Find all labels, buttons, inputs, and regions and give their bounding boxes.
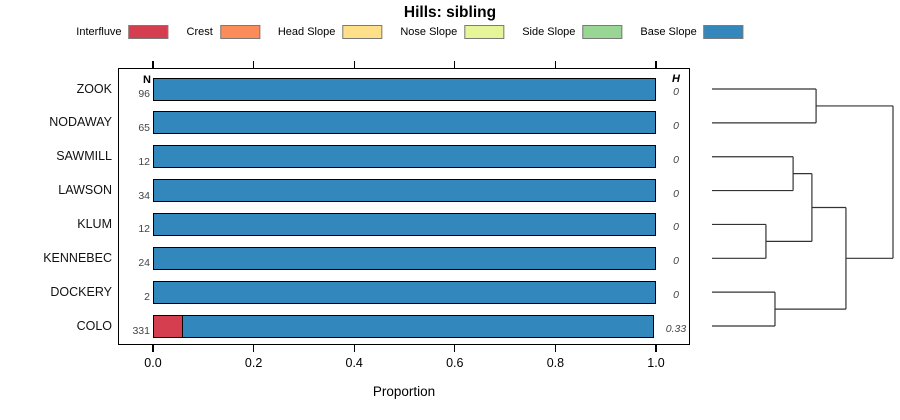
chart-title: Hills: sibling: [403, 4, 497, 21]
n-value-nodaway: 65: [138, 122, 150, 134]
legend-label-nose-slope: Nose Slope: [400, 26, 458, 38]
legend-label-interfluve: Interfluve: [76, 26, 122, 38]
h-value-zook: 0: [673, 86, 679, 98]
h-value-sawmill: 0: [673, 154, 679, 166]
legend-swatch-interfluve: [128, 25, 169, 39]
plot-panel-border: [118, 68, 690, 345]
y-axis-label-nodaway: NODAWAY: [49, 115, 112, 129]
y-axis-label-dockery: DOCKERY: [50, 285, 112, 299]
x-axis-tick-label-0.2: 0.2: [244, 356, 263, 370]
legend-swatch-head-slope: [342, 25, 383, 39]
legend-item-head-slope: Head Slope: [278, 25, 383, 39]
legend-item-side-slope: Side Slope: [522, 25, 623, 39]
bar-colo: [153, 315, 656, 338]
legend-swatch-nose-slope: [464, 25, 505, 39]
x-axis-top-tick-0.0: [152, 61, 154, 68]
bar-sawmill: [153, 145, 656, 168]
x-axis-top-tick-1.0: [655, 61, 657, 68]
legend-item-crest: Crest: [187, 25, 260, 39]
legend-item-interfluve: Interfluve: [76, 25, 169, 39]
y-axis-label-zook: ZOOK: [76, 82, 112, 96]
legend-item-base-slope: Base Slope: [640, 25, 744, 39]
h-column-header: H: [672, 73, 680, 85]
bar-segment-klum-base-slope: [153, 213, 656, 236]
x-axis-top-tick-0.4: [353, 61, 355, 68]
y-axis-label-kennebec: KENNEBEC: [43, 251, 112, 265]
x-axis-top-tick-0.6: [454, 61, 456, 68]
bar-segment-kennebec-base-slope: [153, 247, 656, 270]
bar-segment-colo-base-slope: [181, 315, 655, 338]
x-axis-tick-label-0.0: 0.0: [144, 356, 162, 370]
n-column-header: N: [143, 74, 151, 86]
n-value-zook: 96: [138, 88, 150, 100]
y-axis-label-sawmill: SAWMILL: [56, 149, 112, 163]
x-axis-title: Proportion: [372, 384, 436, 399]
x-axis-tick-label-0.8: 0.8: [546, 356, 565, 370]
bar-nodaway: [153, 111, 656, 134]
legend-swatch-crest: [219, 25, 260, 39]
x-axis-bottom-tick-0.4: [353, 345, 355, 352]
legend-label-base-slope: Base Slope: [640, 26, 697, 38]
legend-label-crest: Crest: [186, 26, 213, 38]
n-value-kennebec: 24: [138, 257, 150, 269]
h-value-dockery: 0: [673, 289, 679, 301]
bar-segment-lawson-base-slope: [153, 179, 656, 202]
x-axis-bottom-tick-0.6: [454, 345, 456, 352]
x-axis-tick-label-1.0: 1.0: [647, 356, 665, 370]
y-axis-label-klum: KLUM: [77, 217, 112, 231]
h-value-nodaway: 0: [673, 120, 679, 132]
bar-segment-dockery-base-slope: [153, 281, 656, 304]
n-value-sawmill: 12: [138, 156, 150, 168]
legend-item-nose-slope: Nose Slope: [400, 25, 505, 39]
y-axis-label-lawson: LAWSON: [58, 183, 112, 197]
h-value-lawson: 0: [673, 188, 679, 200]
x-axis-top-tick-0.2: [253, 61, 255, 68]
bar-zook: [153, 78, 656, 101]
bar-lawson: [153, 179, 656, 202]
y-axis-label-colo: COLO: [76, 319, 112, 333]
x-axis-bottom-tick-0.0: [152, 345, 154, 352]
legend-label-side-slope: Side Slope: [522, 26, 576, 38]
bar-segment-nodaway-base-slope: [153, 111, 656, 134]
bar-segment-colo-interfluve: [153, 315, 184, 338]
legend: Interfluve Crest Head Slope Nose Slope Side …: [76, 25, 744, 39]
x-axis-top-tick-0.8: [554, 61, 556, 68]
x-axis-bottom-tick-0.2: [253, 345, 255, 352]
n-value-colo: 331: [132, 325, 150, 337]
bar-klum: [153, 213, 656, 236]
h-value-colo: 0.33: [665, 323, 687, 335]
n-value-klum: 12: [138, 223, 150, 235]
bar-segment-sawmill-base-slope: [153, 145, 656, 168]
h-value-kennebec: 0: [673, 255, 679, 267]
x-axis-tick-label-0.4: 0.4: [345, 356, 363, 370]
bar-dockery: [153, 281, 656, 304]
legend-swatch-side-slope: [582, 25, 623, 39]
legend-label-head-slope: Head Slope: [277, 26, 336, 38]
x-axis-bottom-tick-1.0: [655, 345, 657, 352]
n-value-dockery: 2: [144, 291, 150, 303]
n-value-lawson: 34: [138, 190, 150, 202]
bar-segment-zook-base-slope: [153, 78, 656, 101]
legend-swatch-base-slope: [703, 25, 744, 39]
bar-kennebec: [153, 247, 656, 270]
x-axis-bottom-tick-0.8: [554, 345, 556, 352]
h-value-klum: 0: [673, 221, 679, 233]
x-axis-tick-label-0.6: 0.6: [446, 356, 464, 370]
